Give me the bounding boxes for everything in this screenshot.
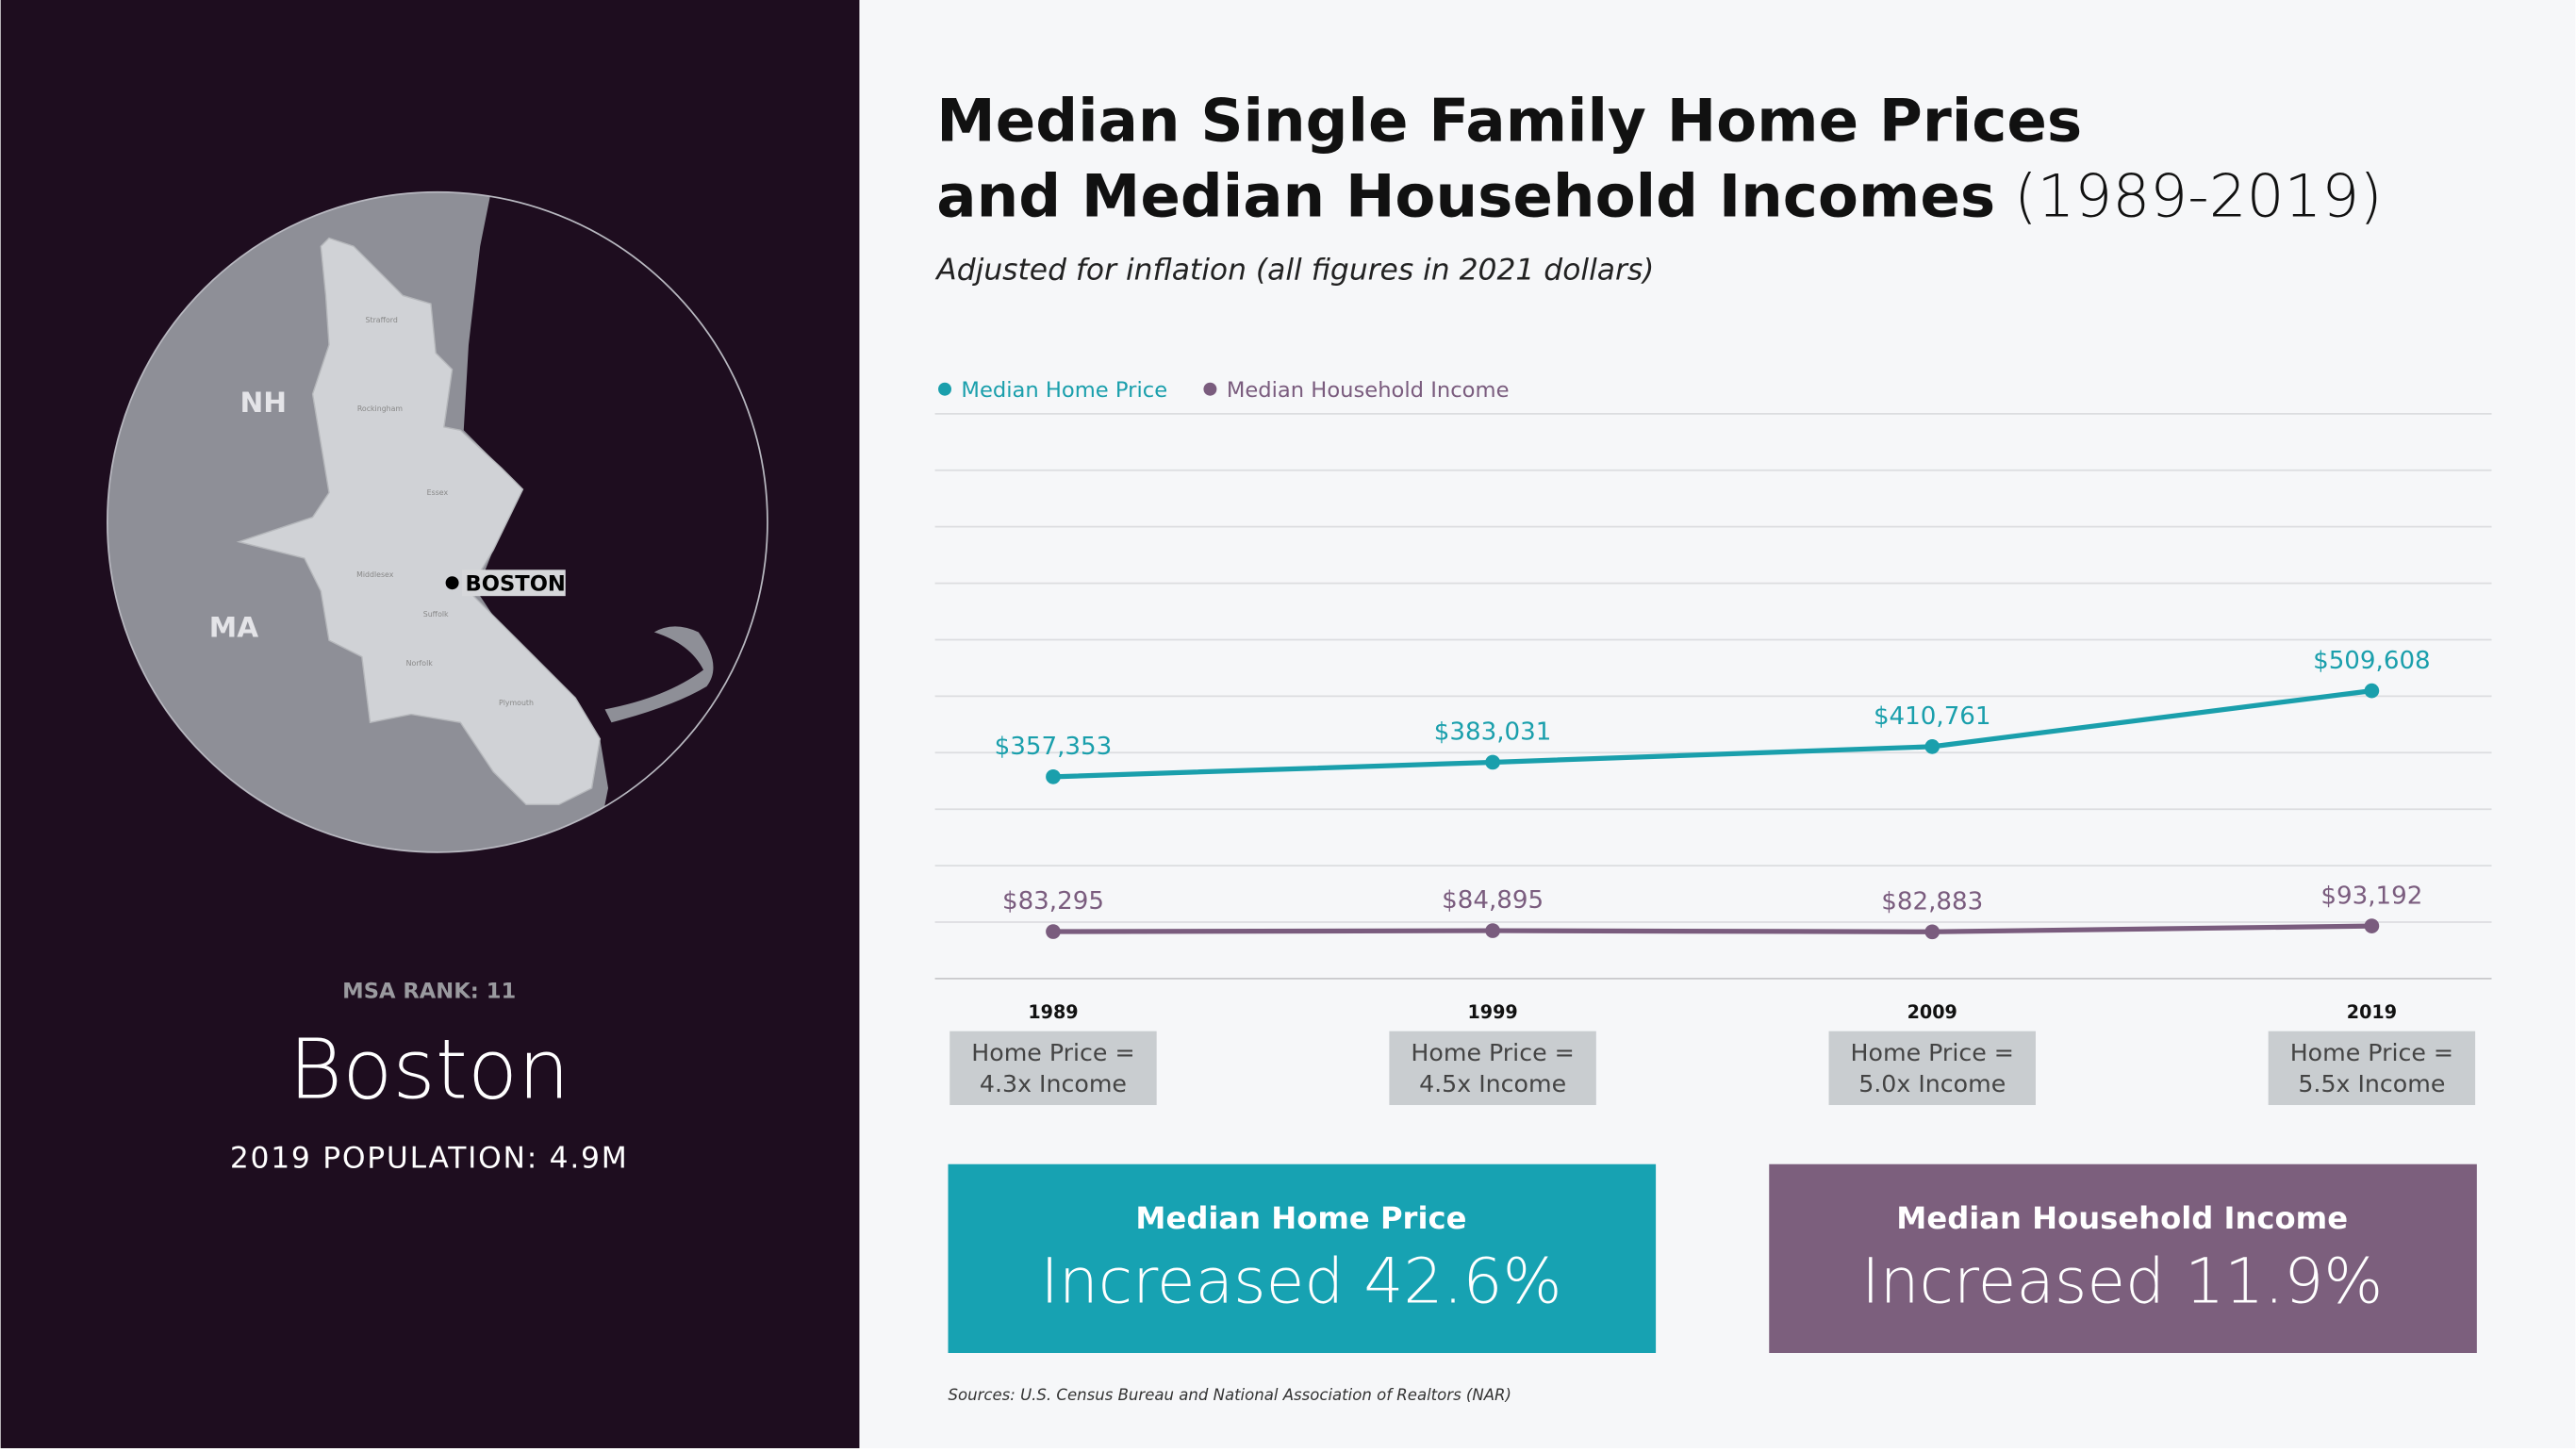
x-tick-label: 2019	[2347, 1001, 2397, 1023]
ratio-box	[2268, 1031, 2476, 1106]
point	[1924, 924, 1940, 940]
chart-subtitle: Adjusted for inflation (all figures in 2…	[934, 253, 1654, 287]
value-label: $509,608	[2313, 647, 2431, 675]
map-label: NH	[240, 387, 288, 419]
city-dot	[445, 576, 459, 590]
map-cape	[604, 626, 714, 723]
ratio-text: Home Price =	[1411, 1039, 1574, 1066]
county-label: Norfolk	[406, 659, 434, 668]
map-label: MA	[209, 611, 258, 643]
value-label: $93,192	[2320, 882, 2422, 910]
value-label: $82,883	[1881, 887, 1983, 916]
summary-text: Increased 42.6%	[1040, 1246, 1561, 1318]
legend-label: Median Home Price	[961, 378, 1167, 403]
legend-marker	[938, 382, 951, 396]
chart-title: and Median Household Incomes (1989-2019)	[936, 161, 2382, 230]
point	[1485, 923, 1500, 938]
map-ocean	[463, 191, 768, 852]
map-city: BOSTON	[466, 571, 566, 596]
msa-rank: MSA RANK: 11	[342, 979, 516, 1003]
point	[2364, 918, 2380, 933]
ratio-text: 4.3x Income	[980, 1070, 1127, 1097]
summary-text: Increased 11.9%	[1861, 1246, 2383, 1318]
county-labels: Strafford Rockingham Essex Middlesex Suffolk…	[356, 316, 534, 707]
x-tick-label: 1999	[1467, 1001, 1517, 1023]
legend-marker	[1203, 382, 1217, 396]
chart-title-line: and Median Household Incomes	[936, 162, 1995, 231]
ratio-text: 5.0x Income	[1858, 1070, 2006, 1097]
point	[1485, 754, 1500, 770]
county-label: Strafford	[366, 316, 398, 324]
source: Sources: U.S. Census Bureau and National…	[949, 1386, 1512, 1404]
county-label: Essex	[427, 488, 449, 497]
value-label: $83,295	[1002, 887, 1104, 916]
map	[107, 191, 768, 852]
ratio-text: 4.5x Income	[1419, 1070, 1566, 1097]
county-label: Rockingham	[357, 404, 403, 413]
point	[1046, 924, 1061, 939]
chart-title-years: (1989-2019)	[2014, 161, 2383, 230]
ratio-text: 5.5x Income	[2298, 1070, 2445, 1097]
ratio-text: Home Price =	[1851, 1039, 2014, 1066]
ratio-box	[1828, 1031, 2036, 1106]
map-outline	[106, 190, 768, 853]
chart-title: Median Single Family Home Prices	[936, 86, 2082, 155]
x-tick-label: 2009	[1907, 1001, 1957, 1023]
value-label: $84,895	[1442, 886, 1544, 915]
summary-label: Median Household Income	[1896, 1200, 2348, 1236]
point	[1046, 769, 1061, 784]
legend-label: Median Household Income	[1227, 378, 1510, 403]
county-label: Plymouth	[499, 699, 534, 707]
point	[2364, 683, 2380, 699]
summary-label: Median Home Price	[1135, 1200, 1466, 1236]
value-label: $383,031	[1434, 718, 1552, 747]
summary-box	[1769, 1163, 2477, 1353]
series-line	[1052, 688, 2372, 780]
chart: Median Home Price Median Household Income…	[934, 378, 2492, 1353]
ratio-text: Home Price =	[2290, 1039, 2453, 1066]
x-tick-label: 1989	[1028, 1001, 1078, 1023]
city-tag	[462, 569, 566, 597]
series-line	[1052, 923, 2372, 934]
population: 2019 POPULATION: 4.9M	[230, 1141, 629, 1175]
map-msa	[236, 237, 602, 806]
ratio-box	[949, 1031, 1157, 1106]
county-label: Suffolk	[423, 610, 449, 619]
city-name: Boston	[289, 1022, 570, 1118]
ratio-text: Home Price =	[971, 1039, 1134, 1066]
value-label: $357,353	[995, 733, 1113, 761]
county-label: Middlesex	[356, 570, 394, 579]
value-label: $410,761	[1874, 702, 1991, 731]
point	[1924, 739, 1940, 754]
summary-box	[948, 1163, 1657, 1353]
ratio-box	[1389, 1031, 1596, 1106]
